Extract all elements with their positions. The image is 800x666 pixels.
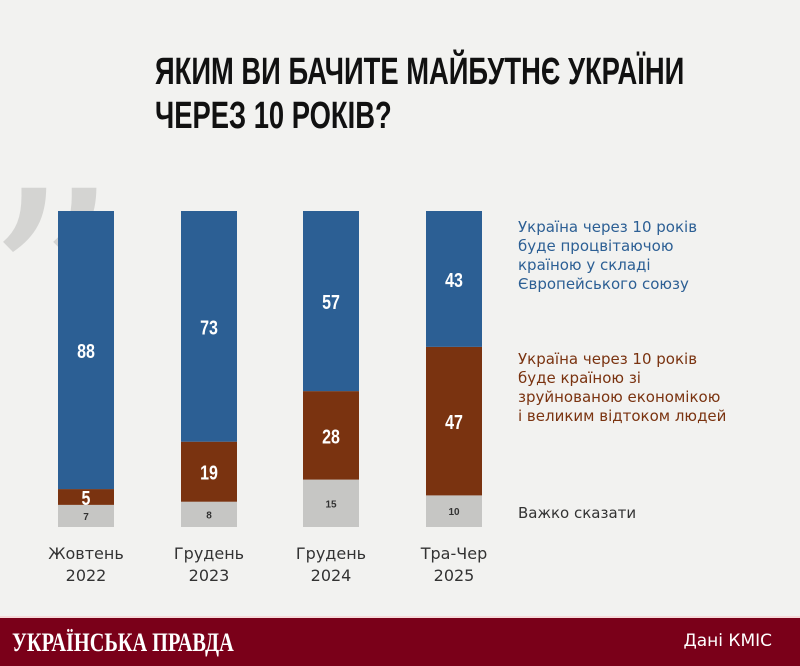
data-label: 88 bbox=[77, 340, 95, 362]
brand-logo: УКРАЇНСЬКА ПРАВДА bbox=[12, 628, 234, 657]
legend-line: Україна через 10 років bbox=[518, 350, 698, 368]
legend-unsure: Важко сказати bbox=[518, 504, 637, 522]
bar-segment bbox=[58, 489, 114, 505]
x-tick-label: Грудень bbox=[296, 544, 366, 563]
x-tick-label: Грудень bbox=[174, 544, 244, 563]
data-label: 7 bbox=[83, 512, 89, 523]
x-tick-label: 2023 bbox=[189, 566, 230, 585]
bar-segment bbox=[426, 495, 482, 527]
source-label: Дані КМІС bbox=[683, 631, 772, 651]
bar-segment bbox=[58, 504, 114, 527]
title-line-2: ЧЕРЕЗ 10 РОКІВ? bbox=[155, 95, 392, 137]
data-label: 10 bbox=[448, 507, 460, 518]
legend-ruin: Україна через 10 років буде країною зі з… bbox=[518, 350, 726, 426]
x-tick-label: Жовтень bbox=[48, 544, 124, 563]
bar-segment bbox=[303, 479, 359, 527]
legend-line: буде процвітаючою bbox=[518, 237, 674, 255]
data-label: 5 bbox=[82, 487, 91, 509]
bar-segment bbox=[181, 211, 237, 442]
x-tick-label: Тра-Чер bbox=[420, 544, 487, 563]
page-title: ЯКИМ ВИ БАЧИТЕ МАЙБУТНЄ УКРАЇНИ ЧЕРЕЗ 10… bbox=[155, 50, 684, 138]
footer: УКРАЇНСЬКА ПРАВДА Дані КМІС bbox=[0, 616, 800, 666]
data-label: 8 bbox=[206, 510, 212, 521]
data-label: 57 bbox=[322, 291, 340, 313]
legend-eu: Україна через 10 років буде процвітаючою… bbox=[518, 218, 697, 294]
data-label: 19 bbox=[200, 462, 218, 484]
bar-segment bbox=[426, 211, 482, 347]
data-label: 15 bbox=[325, 499, 337, 510]
legend-line: і великим відтоком людей bbox=[518, 407, 727, 425]
x-tick-label: 2025 bbox=[434, 566, 475, 585]
bar-segment bbox=[181, 501, 237, 527]
bar-segment bbox=[303, 211, 359, 392]
legend-line: Україна через 10 років bbox=[518, 218, 698, 236]
bar-segment bbox=[303, 391, 359, 480]
legend-line: країною у складі bbox=[518, 256, 651, 274]
data-label: 43 bbox=[445, 269, 463, 291]
bar-segment bbox=[181, 441, 237, 502]
legend-line: зруйнованою економікою bbox=[518, 388, 721, 406]
stacked-bar-chart: 7 5 88 Жовтень 2022 8 19 73 Грудень 2023 15 28 57 Гру… bbox=[48, 211, 487, 585]
data-label: 28 bbox=[322, 426, 340, 448]
x-tick-label: 2022 bbox=[66, 566, 107, 585]
legend-line: Європейського союзу bbox=[518, 275, 689, 293]
data-label: 73 bbox=[200, 317, 218, 339]
x-tick-label: 2024 bbox=[311, 566, 352, 585]
legend-line: буде країною зі bbox=[518, 369, 641, 387]
bar-segment bbox=[426, 346, 482, 496]
data-label: 47 bbox=[445, 411, 463, 433]
bar-segment bbox=[58, 211, 114, 490]
title-line-1: ЯКИМ ВИ БАЧИТЕ МАЙБУТНЄ УКРАЇНИ bbox=[155, 51, 685, 93]
